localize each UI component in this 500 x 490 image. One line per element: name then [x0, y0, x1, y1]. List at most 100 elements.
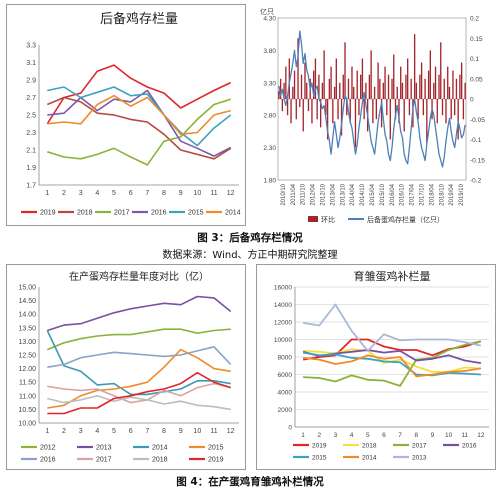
- bar-mom: [335, 58, 337, 99]
- y-tick-label: 0: [288, 425, 292, 432]
- x-tick-label: 2019/10: [459, 183, 465, 205]
- x-tick-label: 7: [398, 432, 402, 439]
- bar-mom: [433, 82, 435, 99]
- x-tick-label: 5: [112, 428, 116, 435]
- chart-title: 后备鸡存栏量: [100, 11, 178, 26]
- bar-mom: [391, 78, 393, 99]
- y-right-tick-label: -0.2: [470, 178, 482, 185]
- bar-mom: [306, 82, 308, 99]
- x-tick-label: 2011/04: [291, 183, 297, 205]
- bar-mom: [407, 58, 409, 99]
- bar-mom: [372, 99, 374, 124]
- bar-mom: [370, 50, 372, 99]
- bar-mom: [422, 99, 425, 116]
- x-tick-label: 6: [129, 428, 133, 435]
- x-tick-label: 2011/10: [301, 183, 307, 205]
- x-tick-label: 3: [79, 190, 83, 197]
- y-tick-label: 3.3: [26, 43, 36, 50]
- y-tick-label: 10000: [274, 337, 292, 344]
- y-right-tick-label: -0.05: [470, 117, 485, 124]
- figure-3-caption: 图 3：后备鸡存栏情况: [197, 232, 303, 244]
- y-tick-label: 13.50: [18, 325, 36, 332]
- bar-mom: [313, 70, 315, 99]
- legend-label-2019: 2019: [208, 457, 224, 464]
- x-tick-label: 1: [45, 190, 49, 197]
- bar-mom: [400, 66, 402, 99]
- legend-label-2016: 2016: [462, 443, 477, 450]
- y-left-tick-label: 3.30: [263, 80, 276, 87]
- bar-mom: [351, 66, 353, 99]
- bar-mom: [377, 62, 379, 99]
- bar-mom: [443, 78, 445, 99]
- x-tick-label: 4: [95, 428, 99, 435]
- legend-label-2019: 2019: [40, 210, 56, 217]
- bar-mom: [380, 99, 383, 128]
- y-tick-label: 14000: [274, 302, 292, 309]
- bar-mom: [337, 99, 339, 120]
- y-right-tick-label: 0.15: [470, 36, 483, 43]
- series-line-2015: [47, 348, 231, 409]
- bar-mom: [325, 99, 327, 116]
- x-tick-label: 2017/10: [420, 183, 426, 205]
- bar-mom: [417, 99, 419, 120]
- bar-mom: [347, 78, 350, 99]
- y-tick-label: 15.00: [18, 285, 36, 292]
- bar-mom: [393, 54, 395, 99]
- series-line-2015: [302, 351, 481, 377]
- left-axis-unit: 亿只: [260, 7, 274, 16]
- x-tick-label: 12: [477, 432, 485, 439]
- y-tick-label: 10.50: [18, 407, 36, 414]
- bar-mom: [455, 78, 458, 99]
- x-tick-label: 9: [179, 428, 183, 435]
- bar-mom: [420, 62, 423, 99]
- y-left-tick-label: 4.30: [263, 16, 276, 23]
- series-line-2015: [47, 86, 232, 147]
- bar-mom: [401, 82, 404, 99]
- y-tick-label: 4000: [278, 390, 293, 397]
- bar-mom: [398, 99, 400, 124]
- bar-mom: [403, 99, 405, 132]
- y-tick-label: 11.00: [19, 393, 36, 400]
- legend-label-2016: 2016: [151, 210, 167, 217]
- bar-mom: [360, 74, 362, 99]
- y-right-tick-label: 0: [470, 97, 474, 104]
- y-right-tick-label: -0.1: [470, 137, 482, 144]
- bar-mom: [448, 86, 451, 99]
- y-tick-label: 1.7: [26, 183, 36, 190]
- bar-mom: [328, 78, 331, 99]
- chart-title: 育雏蛋鸡补栏量: [354, 269, 431, 283]
- bar-mom: [326, 99, 329, 140]
- legend-label-2017: 2017: [412, 443, 427, 450]
- bar-mom: [339, 82, 341, 99]
- x-tick-label: 11: [210, 190, 217, 197]
- series-line-2013: [302, 303, 482, 352]
- y-left-tick-label: 2.80: [263, 113, 276, 120]
- y-tick-label: 2.7: [26, 95, 36, 102]
- bar-mom: [358, 99, 360, 116]
- legend-label-2015: 2015: [188, 210, 204, 217]
- series-line-2019: [47, 371, 231, 415]
- legend-label-2013: 2013: [412, 455, 427, 462]
- bar-mom: [333, 86, 336, 99]
- bar-mom: [373, 86, 376, 99]
- bar-mom: [427, 70, 430, 99]
- series-line-2016: [47, 346, 232, 368]
- chart-panel-1: 后备鸡存栏量 1.7 1.9 2.1 2.3 2.5 2.7 2.9 3.1 3.3 1 2 3 4 5 6 7…: [6, 4, 246, 226]
- series-line-2014: [303, 354, 482, 378]
- chart-title: 在产蛋鸡存栏量年度对比（亿）: [69, 270, 209, 283]
- y-tick-label: 2000: [278, 407, 293, 414]
- x-tick-label: 2016/04: [390, 183, 396, 205]
- legend-label-2019: 2019: [312, 443, 327, 450]
- legend-label-2017: 2017: [114, 210, 130, 217]
- x-tick-label: 2: [62, 428, 66, 435]
- x-tick-label: 11: [461, 432, 468, 439]
- legend-label-stock: 后备蛋鸡存栏量（亿只）: [367, 215, 444, 224]
- bar-mom: [332, 99, 334, 124]
- bar-mom: [318, 74, 320, 99]
- bar-mom: [323, 50, 325, 99]
- bar-mom: [281, 99, 284, 112]
- bar-mom: [440, 42, 442, 99]
- x-tick-label: 2015/04: [370, 183, 376, 205]
- legend-label-2014: 2014: [225, 210, 241, 217]
- bar-mom: [447, 66, 449, 99]
